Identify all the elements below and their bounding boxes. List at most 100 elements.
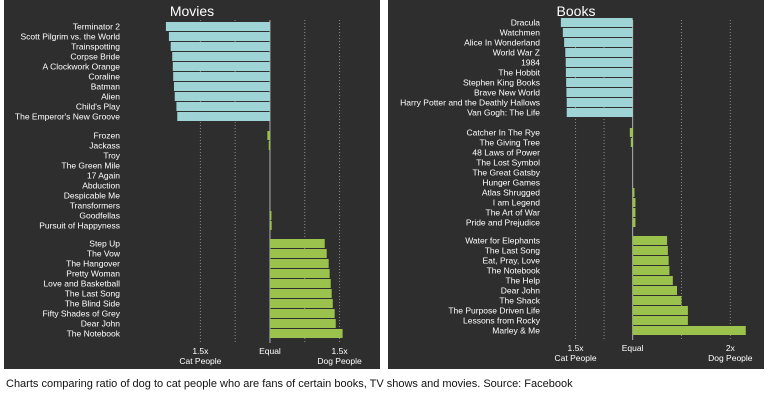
books-label-atlas-shrugged: Atlas Shrugged xyxy=(482,188,540,198)
books-bar-lessons-from-rocky xyxy=(632,316,688,325)
books-bar-the-purpose-driven-life xyxy=(632,306,688,315)
movies-tick-sublabel: Dog People xyxy=(317,356,362,366)
books-label-the-giving-tree: The Giving Tree xyxy=(480,138,541,148)
books-label-pride-and-prejudice: Pride and Prejudice xyxy=(466,218,540,228)
books-chart-panel: Books Dracula Watchmen Alice In Wonderland… xyxy=(388,0,764,369)
movies-label-pretty-woman: Pretty Woman xyxy=(66,269,120,279)
movies-label-fifty-shades-of-grey: Fifty Shades of Grey xyxy=(43,309,121,319)
movies-label-a-clockwork-orange: A Clockwork Orange xyxy=(43,62,121,72)
movies-label-the-vow: The Vow xyxy=(87,249,121,259)
movies-label-jackass: Jackass xyxy=(89,141,120,151)
books-bar-brave-new-world xyxy=(566,88,633,97)
movies-label-trainspotting: Trainspotting xyxy=(71,42,120,52)
movies-label-17-again: 17 Again xyxy=(87,171,120,181)
movies-bar-goodfellas xyxy=(269,211,272,220)
movies-bar-pursuit-of-happyness xyxy=(269,221,272,230)
books-label-watchmen: Watchmen xyxy=(500,28,541,38)
movies-bar-step-up xyxy=(269,239,325,248)
books-bar-dear-john xyxy=(632,286,678,295)
books-bar-marley-me xyxy=(632,326,746,335)
books-label-48-laws-of-power: 48 Laws of Power xyxy=(472,148,540,158)
books-label-the-purpose-driven-life: The Purpose Driven Life xyxy=(448,306,540,316)
books-label-harry-potter-and-the-deathly-hallows: Harry Potter and the Deathly Hallows xyxy=(400,98,540,108)
books-label-1984: 1984 xyxy=(521,58,540,68)
books-bar-atlas-shrugged xyxy=(632,188,635,197)
movies-bar-fifty-shades-of-grey xyxy=(269,309,335,318)
books-label-van-gogh-the-life: Van Gogh: The Life xyxy=(467,108,540,118)
books-bar-dracula xyxy=(560,18,633,27)
books-tick-label: 2x xyxy=(726,343,736,353)
movies-bar-dear-john xyxy=(269,319,336,328)
movies-bar-coraline xyxy=(173,72,270,81)
books-label-the-lost-symbol: The Lost Symbol xyxy=(476,158,540,168)
movies-label-the-notebook: The Notebook xyxy=(67,329,121,339)
movies-tick-label: 1.5x xyxy=(332,346,349,356)
books-bar-catcher-in-the-rye xyxy=(629,128,633,137)
movies-label-terminator-2: Terminator 2 xyxy=(73,22,121,32)
books-bar-the-shack xyxy=(632,296,682,305)
books-label-alice-in-wonderland: Alice In Wonderland xyxy=(464,38,540,48)
books-label-water-for-elephants: Water for Elephants xyxy=(465,236,540,246)
movies-label-the-green-mile: The Green Mile xyxy=(61,161,120,171)
movies-bar-jackass xyxy=(268,141,271,150)
movies-chart-title: Movies xyxy=(169,3,215,19)
movies-label-child-s-play: Child's Play xyxy=(76,102,121,112)
books-label-lessons-from-rocky: Lessons from Rocky xyxy=(463,316,541,326)
books-bar-1984 xyxy=(565,58,633,67)
movies-label-scott-pilgrim-vs-the-world: Scott Pilgrim vs. the World xyxy=(20,32,120,42)
movies-label-corpse-bride: Corpse Bride xyxy=(70,52,120,62)
books-tick-sublabel: Cat People xyxy=(555,353,597,363)
figure-caption: Charts comparing ratio of dog to cat peo… xyxy=(6,378,573,390)
books-label-dracula: Dracula xyxy=(511,18,541,28)
books-bar-i-am-legend xyxy=(632,198,636,207)
movies-label-the-last-song: The Last Song xyxy=(65,289,121,299)
books-bar-the-hobbit xyxy=(565,68,633,77)
books-chart-title: Books xyxy=(556,3,596,19)
movies-bar-scott-pilgrim-vs-the-world xyxy=(168,32,270,41)
movies-bar-the-notebook xyxy=(269,329,343,338)
movies-label-abduction: Abduction xyxy=(82,181,120,191)
books-tick-label: Equal xyxy=(622,343,644,353)
movies-bar-frozen xyxy=(267,131,270,140)
books-label-the-hobbit: The Hobbit xyxy=(498,68,540,78)
movies-label-pursuit-of-happyness: Pursuit of Happyness xyxy=(39,221,120,231)
books-label-hunger-games: Hunger Games xyxy=(482,178,540,188)
movies-label-troy: Troy xyxy=(103,151,120,161)
books-bar-harry-potter-and-the-deathly-hallows xyxy=(566,98,633,107)
movies-label-transformers: Transformers xyxy=(70,201,120,211)
books-bar-the-last-song xyxy=(632,246,668,255)
movies-bar-the-hangover xyxy=(269,259,329,268)
movies-tick-sublabel: Cat People xyxy=(179,356,221,366)
books-label-world-war-z: World War Z xyxy=(493,48,540,58)
movies-label-coraline: Coraline xyxy=(88,72,120,82)
books-bar-the-notebook xyxy=(632,266,670,275)
movies-tick-label: Equal xyxy=(259,346,281,356)
books-label-dear-john: Dear John xyxy=(501,286,540,296)
movies-label-dear-john: Dear John xyxy=(81,319,120,329)
movies-bar-batman xyxy=(173,82,270,91)
books-label-the-help: The Help xyxy=(506,276,541,286)
movies-label-the-hangover: The Hangover xyxy=(66,259,120,269)
books-bar-watchmen xyxy=(562,28,633,37)
books-bar-water-for-elephants xyxy=(632,236,668,245)
books-bar-pride-and-prejudice xyxy=(632,218,636,227)
movies-chart-panel: Movies Terminator 2 Scott Pilgrim vs. the… xyxy=(4,0,380,369)
books-label-stephen-king-books: Stephen King Books xyxy=(463,78,540,88)
movies-bar-trainspotting xyxy=(170,42,270,51)
movies-label-step-up: Step Up xyxy=(89,239,120,249)
movies-bar-the-last-song xyxy=(269,289,332,298)
movies-bar-pretty-woman xyxy=(269,269,330,278)
books-bar-the-help xyxy=(632,276,673,285)
movies-bar-alien xyxy=(174,92,270,101)
books-bar-world-war-z xyxy=(565,48,633,57)
movies-label-despicable-me: Despicable Me xyxy=(64,191,120,201)
movies-label-the-emperor-s-new-groove: The Emperor's New Groove xyxy=(15,112,120,122)
movies-bar-love-and-basketball xyxy=(269,279,331,288)
books-bar-the-giving-tree xyxy=(630,138,633,147)
books-bar-van-gogh-the-life xyxy=(566,108,633,117)
movies-label-goodfellas: Goodfellas xyxy=(79,211,120,221)
movies-label-the-blind-side: The Blind Side xyxy=(65,299,121,309)
books-label-the-last-song: The Last Song xyxy=(485,246,541,256)
